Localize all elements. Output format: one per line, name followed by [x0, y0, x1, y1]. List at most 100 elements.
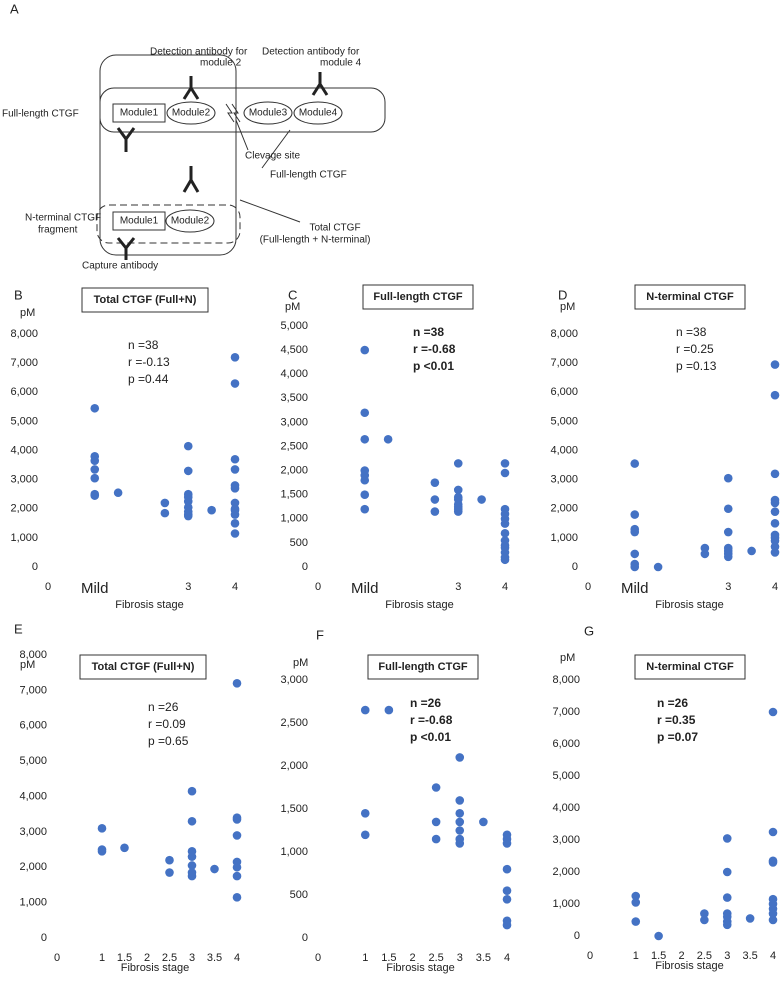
point [160, 498, 170, 508]
x-tick-label: 3 [724, 950, 730, 962]
point [90, 465, 100, 474]
point [360, 490, 370, 500]
y-tick-label: 0 [572, 561, 578, 573]
point [723, 473, 733, 483]
module-box [112, 103, 166, 123]
label: (Full-length + N-terminal) [260, 235, 371, 246]
point [500, 555, 510, 565]
y-tick-label: 4,000 [19, 790, 47, 802]
y-axis-label: pM [293, 657, 308, 669]
x-tick-label: 0 [585, 581, 591, 593]
point [630, 510, 640, 519]
y-tick-label: 2,500 [280, 440, 308, 452]
x-axis-label: Fibrosis stage [386, 962, 454, 974]
chart-title: Full-length CTGF [373, 291, 462, 303]
point [500, 459, 510, 468]
x-tick-label: 3 [457, 952, 463, 964]
x-axis-label: Fibrosis stage [655, 960, 723, 972]
x-axis-label: Fibrosis stage [121, 962, 189, 974]
x-tick-label: 3.5 [742, 950, 757, 962]
point [232, 679, 242, 688]
point [97, 847, 107, 856]
y-tick-label: 3,000 [19, 826, 47, 838]
y-tick-label: 0 [574, 930, 580, 942]
annotation: p <0.01 [410, 730, 451, 744]
annotation: n =38 [128, 338, 159, 352]
annotation: p =0.07 [657, 730, 698, 744]
point [653, 562, 663, 572]
title-box [81, 287, 209, 313]
point [770, 548, 780, 557]
point [232, 893, 242, 902]
title-box [362, 284, 474, 310]
point [187, 861, 197, 870]
point [430, 507, 440, 516]
x-tick-label: Mild [81, 580, 109, 597]
point [455, 817, 465, 827]
point [770, 507, 780, 516]
y-tick-label: 1,500 [280, 489, 308, 501]
point [232, 815, 242, 824]
point [230, 484, 240, 493]
annotation: p <0.01 [413, 359, 454, 373]
x-tick-label: 1.5 [651, 950, 666, 962]
y-tick-label: 1,000 [552, 898, 580, 910]
title-box [634, 284, 746, 310]
point [502, 920, 512, 930]
panel-label: B [14, 287, 23, 302]
x-tick-label: 2 [678, 950, 684, 962]
y-tick-label: 1,000 [280, 513, 308, 525]
y-axis-label: pM [20, 659, 35, 671]
annotation: n =38 [676, 325, 707, 339]
x-tick-label: 1 [99, 952, 105, 964]
point [210, 864, 219, 874]
point [768, 909, 778, 918]
point [187, 816, 197, 826]
point [453, 485, 463, 495]
point [183, 466, 193, 476]
y-tick-label: 0 [32, 561, 38, 573]
point [455, 839, 465, 848]
panel-label: G [584, 623, 594, 638]
point [360, 408, 370, 418]
label: Capture antibody [82, 261, 158, 272]
point [502, 839, 512, 848]
antibody [116, 127, 136, 152]
y-tick-label: 2,500 [280, 717, 308, 729]
point [500, 528, 510, 538]
y-tick-label: 4,000 [280, 368, 308, 380]
y-tick-label: 1,000 [19, 897, 47, 909]
point [360, 809, 370, 818]
y-tick-label: 3,000 [10, 474, 38, 486]
antibody [311, 72, 329, 96]
point [770, 360, 780, 369]
point [768, 827, 778, 837]
y-tick-label: 6,000 [550, 386, 578, 398]
point [768, 915, 778, 925]
y-tick-label: 8,000 [552, 674, 580, 686]
point [230, 465, 240, 474]
x-tick-label: 0 [315, 952, 321, 964]
point [455, 796, 465, 805]
y-tick-label: 1,000 [550, 532, 578, 544]
module-ellipse [166, 101, 216, 125]
module-label: Module4 [299, 108, 338, 119]
annotation: r =-0.13 [128, 355, 170, 369]
x-tick-label: 4 [234, 952, 240, 964]
label: fragment [38, 225, 78, 236]
y-tick-label: 5,000 [552, 770, 580, 782]
point [502, 886, 512, 895]
point [700, 549, 710, 559]
label: module 2 [200, 58, 242, 69]
y-tick-label: 5,000 [550, 415, 578, 427]
x-tick-label: 3 [185, 581, 191, 593]
x-axis-label: Fibrosis stage [655, 599, 723, 611]
annotation: n =26 [148, 700, 179, 714]
y-tick-label: 8,000 [550, 328, 578, 340]
point [723, 504, 733, 514]
point [723, 527, 733, 537]
panel-label: D [558, 287, 567, 302]
y-tick-label: 4,000 [550, 444, 578, 456]
point [360, 830, 370, 840]
